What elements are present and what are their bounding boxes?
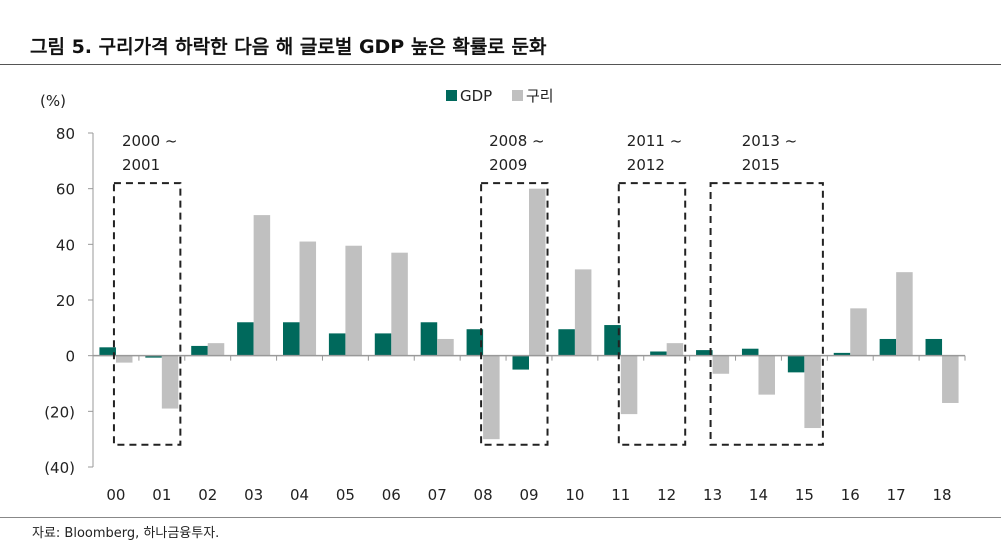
legend-label: GDP <box>460 87 492 105</box>
bar-gdp <box>512 355 529 370</box>
y-tick-label: (20) <box>44 403 75 421</box>
bar-copper <box>483 355 500 440</box>
annotation-label: 2001 <box>122 156 160 174</box>
bar-copper <box>758 355 775 395</box>
x-tick-label: 01 <box>152 486 171 504</box>
y-tick-label: 60 <box>56 181 75 199</box>
bar-copper <box>299 241 317 356</box>
source-note: 자료: Bloomberg, 하나금융투자. <box>32 526 220 541</box>
x-tick-label: 09 <box>519 486 538 504</box>
legend-swatch-gdp <box>446 90 457 101</box>
y-axis-unit: (%) <box>40 92 66 110</box>
y-tick-label: 80 <box>56 125 75 143</box>
bar-gdp <box>145 355 162 358</box>
bar-gdp <box>374 333 392 356</box>
bar-copper <box>253 215 271 356</box>
annotation-label: 2011 ~ <box>627 132 683 150</box>
bar-copper <box>620 355 638 415</box>
bar-copper <box>574 269 592 356</box>
bar-copper <box>529 188 546 356</box>
bar-copper <box>804 355 821 429</box>
bar-gdp <box>833 352 851 356</box>
annotation-label: 2000 ~ <box>122 132 178 150</box>
x-tick-label: 10 <box>565 486 584 504</box>
legend-label: 구리 <box>526 87 554 105</box>
annotation-box <box>112 182 182 446</box>
title-divider <box>0 64 1001 65</box>
bar-copper <box>712 355 730 374</box>
bar-gdp <box>558 329 575 356</box>
x-tick-label: 07 <box>428 486 447 504</box>
y-tick-label: 0 <box>65 348 75 366</box>
annotation-label: 2009 <box>489 156 527 174</box>
x-tick-label: 13 <box>703 486 722 504</box>
legend-swatch-copper <box>512 90 523 101</box>
annotation-label: 2015 <box>742 156 780 174</box>
bar-copper <box>942 355 959 403</box>
annotation-label: 2012 <box>627 156 665 174</box>
annotation-label: 2008 ~ <box>489 132 545 150</box>
bar-gdp <box>925 338 943 356</box>
bar-copper <box>850 308 867 356</box>
x-tick-label: 00 <box>106 486 125 504</box>
x-tick-label: 03 <box>244 486 263 504</box>
x-tick-label: 15 <box>795 486 814 504</box>
source-divider <box>0 517 1001 518</box>
x-tick-label: 16 <box>841 486 860 504</box>
bar-gdp <box>741 348 759 356</box>
x-tick-label: 02 <box>198 486 217 504</box>
bar-gdp <box>787 355 805 373</box>
annotation-label: 2013 ~ <box>742 132 798 150</box>
bar-copper <box>896 272 913 356</box>
bar-copper <box>666 343 684 356</box>
bar-gdp <box>191 345 208 356</box>
bar-gdp <box>604 325 621 356</box>
annotation-box <box>617 182 687 446</box>
bar-gdp <box>650 351 667 356</box>
bar-copper <box>115 355 133 363</box>
y-tick-label: 20 <box>56 292 75 310</box>
bar-gdp <box>466 329 484 356</box>
bar-gdp <box>420 322 438 356</box>
annotation-box <box>480 182 549 446</box>
x-tick-label: 18 <box>933 486 952 504</box>
bar-gdp <box>99 347 116 356</box>
chart-title: 그림 5. 구리가격 하락한 다음 해 글로벌 GDP 높은 확률로 둔화 <box>30 36 547 58</box>
bar-gdp <box>237 322 254 356</box>
bar-gdp <box>696 350 713 356</box>
x-tick-label: 14 <box>749 486 768 504</box>
x-tick-label: 08 <box>474 486 493 504</box>
bar-gdp <box>879 338 897 356</box>
bar-gdp <box>283 322 300 356</box>
y-tick-label: (40) <box>44 459 75 477</box>
y-tick-label: 40 <box>56 236 75 254</box>
x-tick-label: 12 <box>657 486 676 504</box>
x-tick-label: 05 <box>336 486 355 504</box>
annotation-box <box>709 182 824 446</box>
x-tick-label: 04 <box>290 486 309 504</box>
x-tick-label: 06 <box>382 486 401 504</box>
bar-copper <box>207 343 225 356</box>
bar-copper <box>437 338 454 356</box>
x-tick-label: 11 <box>611 486 630 504</box>
bar-gdp <box>328 333 346 356</box>
bar-copper <box>345 245 362 356</box>
bar-copper <box>391 252 408 356</box>
x-tick-label: 17 <box>887 486 906 504</box>
bar-copper <box>161 355 179 409</box>
